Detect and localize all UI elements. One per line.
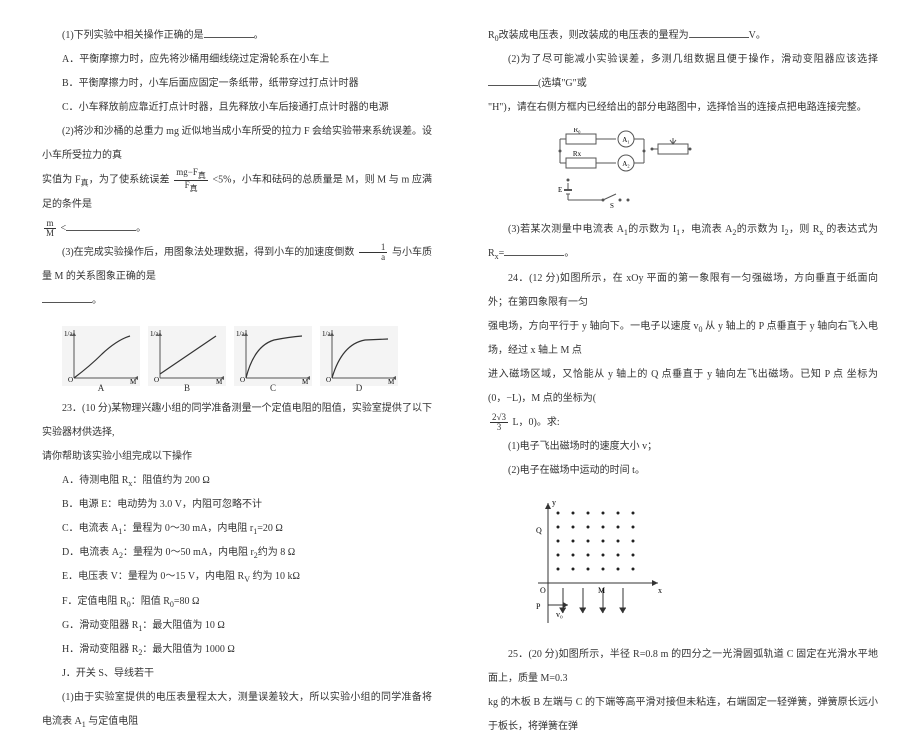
svg-text:P: P (536, 602, 541, 611)
item-d: D．电流表 A2：量程为 0～50 mA，内电阻 r2约为 8 Ω (42, 541, 432, 565)
q2-blank (66, 221, 136, 231)
q2-frac1-den-sub: 真 (190, 184, 198, 193)
sub1: (1)由于实验室提供的电压表量程太大，测量误差较大，所以实验小组的同学准备将电流… (42, 686, 432, 734)
q24-line4: 2√3 3 L，0)。求: (488, 411, 878, 435)
q2-frac1: mg−F真 F真 (174, 168, 208, 193)
svg-text:v₀: v₀ (556, 610, 563, 619)
right-column: R0改装成电压表，则改装成的电压表的量程为 V。 (2)为了尽可能减小实验误差，多… (460, 0, 920, 651)
q2-frac2-den: M (44, 229, 56, 238)
r0-blank (689, 28, 749, 38)
q25-line2: kg 的木板 B 左端与 C 的下端等高平滑对接但未粘连，右端固定一轻弹簧，弹簧… (488, 691, 878, 739)
q24-frac-den: 3 (490, 423, 508, 432)
mini-graph-a: O M 1/a A (62, 321, 140, 391)
item-c: C．电流表 A1：量程为 0～30 mA，内电阻 r1=20 Ω (42, 517, 432, 541)
mini-graph-c: O M 1/a C (234, 321, 312, 391)
svg-text:M: M (130, 378, 137, 386)
q2b-b: ，为了使系统误差 (89, 175, 170, 186)
q23-stem-b: 请你帮助该实验小组完成以下操作 (42, 445, 432, 469)
svg-text:R₀: R₀ (573, 128, 581, 134)
q3-stem: (3)在完成实验操作后，用图象法处理数据，得到小车的加速度倒数 1 a 与小车质… (42, 241, 432, 289)
q24-sub1: (1)电子飞出磁场时的速度大小 v； (488, 435, 878, 459)
svg-text:y: y (552, 498, 556, 507)
q2-frac1-sub: 真 (198, 171, 206, 180)
q2-line2: 实值为 F真，为了使系统误差 mg−F真 F真 <5%，小车和砝码的总质量是 M… (42, 168, 432, 217)
graphs-row: O M 1/a A O M 1/a B (62, 321, 432, 391)
r0-line: R0改装成电压表，则改装成的电压表的量程为 V。 (488, 24, 878, 48)
mini-graph-b: O M 1/a B (148, 321, 226, 391)
q25-line1: 25．(20 分)如图所示，半径 R=0.8 m 的四分之一光滑圆弧轨道 C 固… (488, 643, 878, 691)
sub2-line2: "H")，请在右侧方框内已经给出的部分电路图中，选择恰当的连接点把电路连接完整。 (488, 96, 878, 120)
q2-line3: m M <。 (42, 217, 432, 241)
q1-stem: (1)下列实验中相关操作正确的是。 (42, 24, 432, 48)
svg-text:O: O (68, 376, 73, 384)
item-j: J．开关 S、导线若干 (42, 662, 432, 686)
q2b-sub: 真 (81, 179, 89, 188)
svg-text:M: M (216, 378, 223, 386)
q3a: (3)在完成实验操作后，用图象法处理数据，得到小车的加速度倒数 (62, 247, 354, 258)
q3-frac-den: a (359, 253, 388, 262)
q3-blank (42, 293, 92, 303)
svg-text:O: O (540, 586, 546, 595)
q1-opt-a: A．平衡摩擦力时，应先将沙桶用细线绕过定滑轮系在小车上 (42, 48, 432, 72)
svg-text:O: O (240, 376, 245, 384)
sub2-line1: (2)为了尽可能减小实验误差，多测几组数据且便于操作，滑动变阻器应该选择 (选填"… (488, 48, 878, 96)
q24-sub2: (2)电子在磁场中运动的时间 t。 (488, 459, 878, 483)
item-h: H．滑动变阻器 R2：最大阻值为 1000 Ω (42, 638, 432, 662)
sub3-line: (3)若某次测量中电流表 A1的示数为 I1，电流表 A2的示数为 I2，则 R… (488, 218, 878, 266)
item-g: G．滑动变阻器 R1：最大阻值为 10 Ω (42, 614, 432, 638)
svg-text:O: O (154, 376, 159, 384)
r0-unit: V。 (749, 30, 766, 41)
svg-text:A₁: A₁ (622, 136, 630, 144)
svg-text:S: S (610, 202, 614, 210)
q2-frac2: m M (44, 219, 56, 238)
q2-line1: (2)将沙和沙桶的总重力 mg 近似地当成小车所受的拉力 F 会给实验带来系统误… (42, 120, 432, 168)
item-b: B．电源 E：电动势为 3.0 V，内阻可忽略不计 (42, 493, 432, 517)
svg-text:E: E (558, 186, 562, 194)
q24e: L，0)。求: (510, 417, 560, 428)
sub2b: (选填"G"或 (538, 78, 587, 89)
q1-opt-b: B．平衡摩擦力时，小车后面应固定一条纸带，纸带穿过打点计时器 (42, 72, 432, 96)
field-diagram: y x O Q P M v₀ (528, 493, 668, 633)
graph-c-label: C (270, 383, 276, 393)
item-f: F．定值电阻 R0：阻值 R0=80 Ω (42, 590, 432, 614)
svg-text:1/a: 1/a (236, 330, 245, 338)
graph-b-label: B (184, 383, 190, 393)
sub2-blank (488, 76, 538, 86)
q23-stem-a: 23．(10 分)某物理兴趣小组的同学准备测量一个定值电阻的阻值，实验室提供了以… (42, 397, 432, 445)
svg-text:x: x (658, 586, 662, 595)
q1-opt-c: C．小车释放前应靠近打点计时器，且先释放小车后接通打点计时器的电源 (42, 96, 432, 120)
item-a: A．待测电阻 Rx：阻值约为 200 Ω (42, 469, 432, 493)
svg-text:M: M (598, 586, 605, 595)
q24-frac: 2√3 3 (490, 413, 508, 432)
svg-text:M: M (302, 378, 309, 386)
svg-text:1/a: 1/a (150, 330, 159, 338)
q24c: 进入磁场区域，又恰能从 y 轴上的 Q 点垂直于 y 轴向左飞出磁场。已知 P … (488, 369, 844, 380)
q3-frac: 1 a (359, 243, 388, 262)
q3-line2: 。 (42, 289, 432, 313)
svg-text:M: M (388, 378, 395, 386)
q24-line2: 强电场，方向平行于 y 轴向下。一电子以速度 v0 从 y 轴上的 P 点垂直于… (488, 315, 878, 363)
svg-text:O: O (326, 376, 331, 384)
svg-text:Rx: Rx (573, 150, 582, 158)
svg-text:1/a: 1/a (64, 330, 73, 338)
graph-a-label: A (98, 383, 105, 393)
left-column: (1)下列实验中相关操作正确的是。 A．平衡摩擦力时，应先将沙桶用细线绕过定滑轮… (0, 0, 460, 651)
circuit-diagram: R₀ A₁ Rx A₂ (548, 128, 698, 210)
mini-graph-d: O M 1/a D (320, 321, 398, 391)
graph-d-label: D (356, 383, 363, 393)
q1-blank (204, 28, 254, 38)
q24-line3: 进入磁场区域，又恰能从 y 轴上的 Q 点垂直于 y 轴向左飞出磁场。已知 P … (488, 363, 878, 411)
svg-text:A₂: A₂ (622, 160, 630, 168)
q2b-a: 实值为 F (42, 175, 81, 186)
sub3-blank (504, 246, 564, 256)
q24-line1: 24．(12 分)如图所示，在 xOy 平面的第一象限有一匀强磁场，方向垂直于纸… (488, 267, 878, 315)
q1-text: (1)下列实验中相关操作正确的是 (62, 30, 204, 41)
item-e: E．电压表 V：量程为 0～15 V，内电阻 RV 约为 10 kΩ (42, 565, 432, 589)
sub2a: (2)为了尽可能减小实验误差，多测几组数据且便于操作，滑动变阻器应该选择 (508, 54, 878, 65)
svg-text:Q: Q (536, 526, 542, 535)
r0-text: R0改装成电压表，则改装成的电压表的量程为 (488, 30, 689, 41)
q2-frac1-num: mg−F (176, 167, 198, 177)
svg-text:1/a: 1/a (322, 330, 331, 338)
